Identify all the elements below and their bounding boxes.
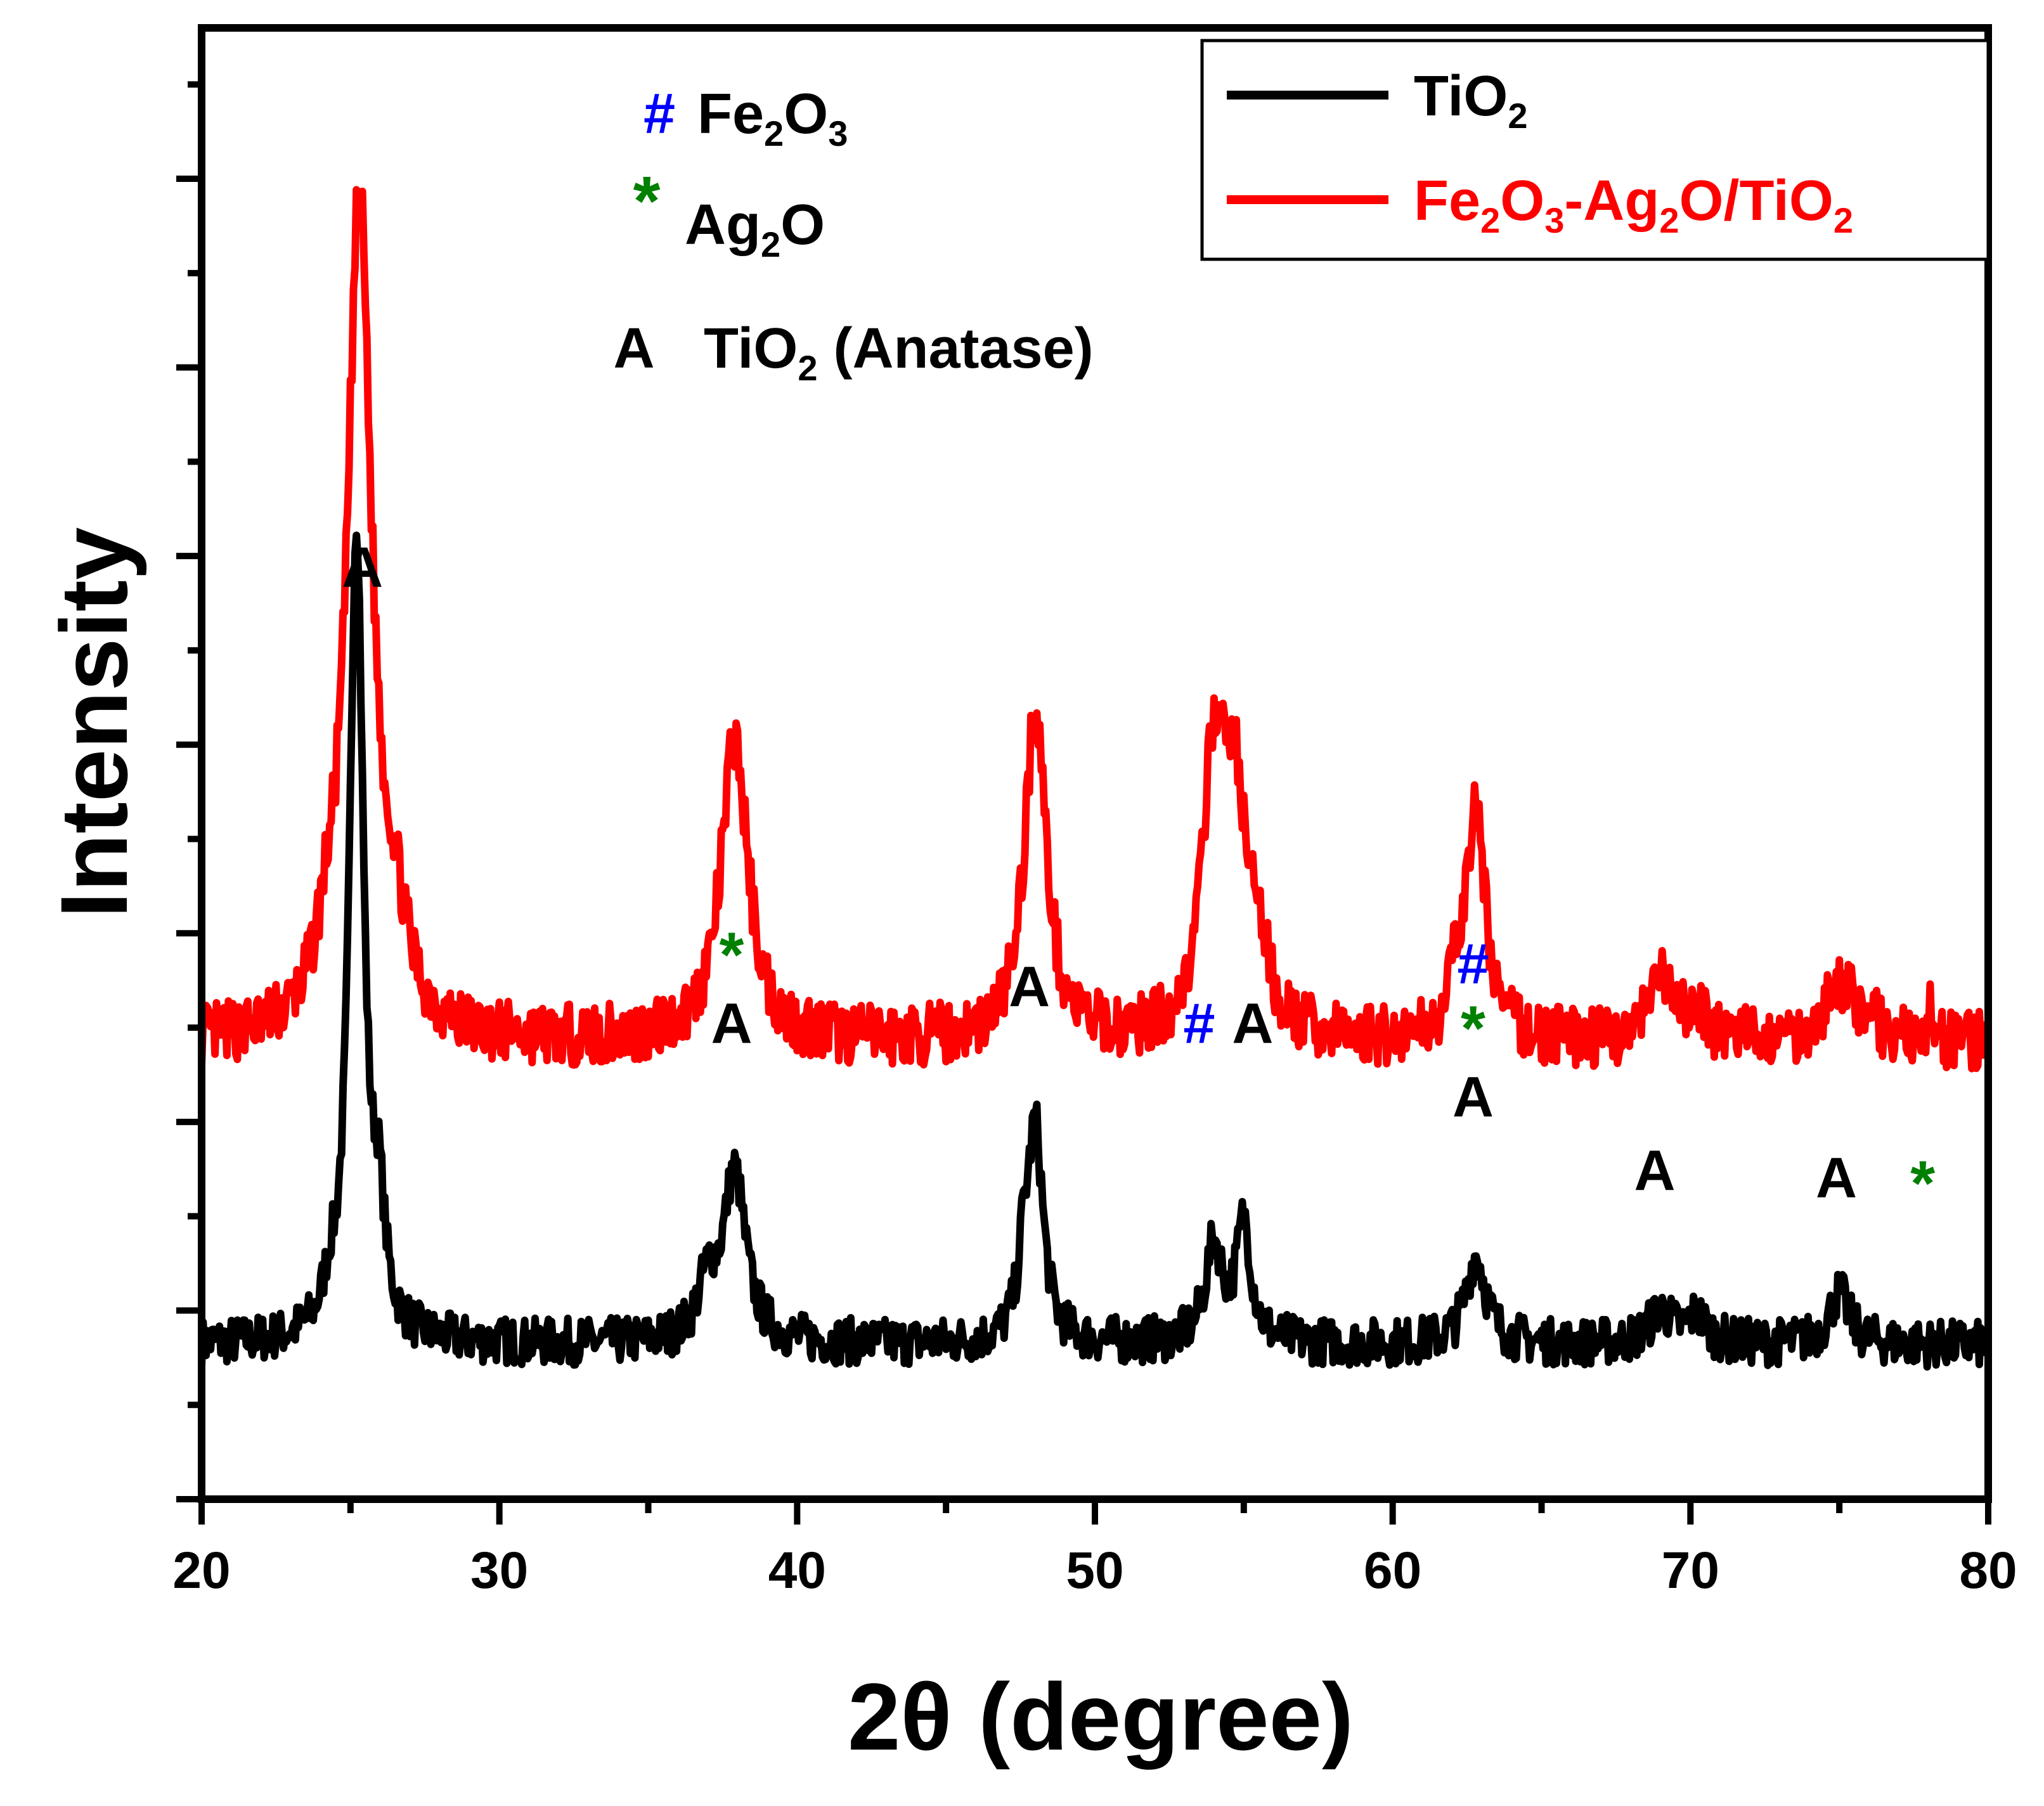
x-tick-label: 20 bbox=[172, 1542, 230, 1599]
x-tick-label: 30 bbox=[470, 1542, 528, 1599]
series-line-tio2 bbox=[202, 531, 1988, 1371]
phase-key-label-anatase: TiO2 (Anatase) bbox=[704, 317, 1094, 388]
peak-annotation: A bbox=[1634, 1140, 1675, 1203]
peak-annotation: A bbox=[342, 536, 383, 600]
phase-key-label-0-part-3: 3 bbox=[828, 113, 848, 153]
legend-box bbox=[1200, 39, 1990, 261]
phase-key-label-2-part-0: TiO bbox=[704, 317, 798, 380]
peak-marker-anatase: A bbox=[1232, 992, 1273, 1055]
legend-label-1-part-5: 2 bbox=[1659, 200, 1679, 240]
x-tick-label: 60 bbox=[1364, 1542, 1421, 1599]
x-axis-label: 2θ (degree) bbox=[848, 1663, 1354, 1770]
peak-annotation: # bbox=[1183, 992, 1215, 1055]
legend-label-0-part-0: TiO bbox=[1414, 65, 1508, 128]
peak-marker-anatase: A bbox=[1452, 1066, 1494, 1130]
phase-key-symbol-anatase: A bbox=[614, 317, 655, 380]
peak-marker-fe2o3: # bbox=[1457, 933, 1489, 997]
phase-key-label-2-part-2: (Anatase) bbox=[818, 317, 1094, 380]
legend-label-1-part-2: O bbox=[1500, 169, 1544, 233]
peak-marker-anatase: A bbox=[711, 992, 753, 1055]
phase-key-label-1-part-1: 2 bbox=[761, 224, 780, 264]
peak-annotations: AA* A# AA*#A A * bbox=[342, 536, 1935, 1219]
peak-marker-anatase: A bbox=[1009, 955, 1050, 1019]
phase-key-label-0-part-1: 2 bbox=[764, 113, 784, 153]
y-axis-label: Intensity bbox=[41, 527, 147, 919]
peak-annotation: A*# bbox=[1452, 933, 1494, 1130]
peak-marker-fe2o3: # bbox=[1183, 992, 1215, 1055]
phase-key-symbol-fe2o3: # bbox=[644, 82, 675, 146]
peak-annotation: A* bbox=[711, 919, 753, 1055]
legend-label-1-part-6: O/TiO bbox=[1679, 169, 1833, 233]
legend-label-tio2[interactable]: TiO2 bbox=[1414, 65, 1528, 136]
legend-label-1-part-3: 3 bbox=[1544, 200, 1564, 240]
peak-marker-ag2o: * bbox=[720, 919, 744, 990]
legend-label-fe2o3-ag2o-tio2[interactable]: Fe2O3-Ag2O/TiO2 bbox=[1414, 169, 1853, 240]
x-tick-label: 80 bbox=[1959, 1542, 2017, 1599]
series-layer bbox=[202, 186, 1988, 1371]
phase-key-label-1-part-2: O bbox=[780, 193, 825, 257]
legend-label-1-part-0: Fe bbox=[1414, 169, 1480, 233]
peak-marker-anatase: A bbox=[1816, 1147, 1857, 1210]
phase-key-label-fe2o3: Fe2O3 bbox=[697, 82, 848, 153]
phase-key-label-1-part-0: Ag bbox=[685, 193, 761, 257]
phase-key-label-ag2o: Ag2O bbox=[685, 193, 825, 264]
peak-marker-ag2o: * bbox=[1910, 1148, 1935, 1219]
legend-label-0-part-1: 2 bbox=[1508, 96, 1527, 136]
phase-key-label-0-part-0: Fe bbox=[697, 82, 764, 146]
legend-label-1-part-1: 2 bbox=[1480, 200, 1500, 240]
peak-annotation: A bbox=[1816, 1147, 1857, 1210]
peak-annotation: A bbox=[1232, 992, 1273, 1055]
peak-marker-ag2o: * bbox=[1461, 993, 1485, 1064]
x-tick-label: 50 bbox=[1066, 1542, 1123, 1599]
peak-annotation: * bbox=[1910, 1148, 1935, 1219]
phase-key-label-0-part-2: O bbox=[784, 82, 828, 146]
legend-label-1-part-4: -Ag bbox=[1564, 169, 1659, 233]
peak-annotation: A bbox=[1009, 955, 1050, 1019]
series-line-fe2o3-ag2o-tio2 bbox=[202, 186, 1988, 1073]
axes: 20 30 40 50 60 70 80 bbox=[172, 24, 2017, 1599]
x-tick-label: 70 bbox=[1662, 1542, 1719, 1599]
phase-key-symbol-ag2o: * bbox=[633, 162, 661, 240]
peak-marker-anatase: A bbox=[342, 536, 383, 600]
legend-label-1-part-7: 2 bbox=[1834, 200, 1853, 240]
peak-marker-anatase: A bbox=[1634, 1140, 1675, 1203]
x-tick-label: 40 bbox=[768, 1542, 826, 1599]
phase-key-label-2-part-1: 2 bbox=[798, 348, 817, 388]
